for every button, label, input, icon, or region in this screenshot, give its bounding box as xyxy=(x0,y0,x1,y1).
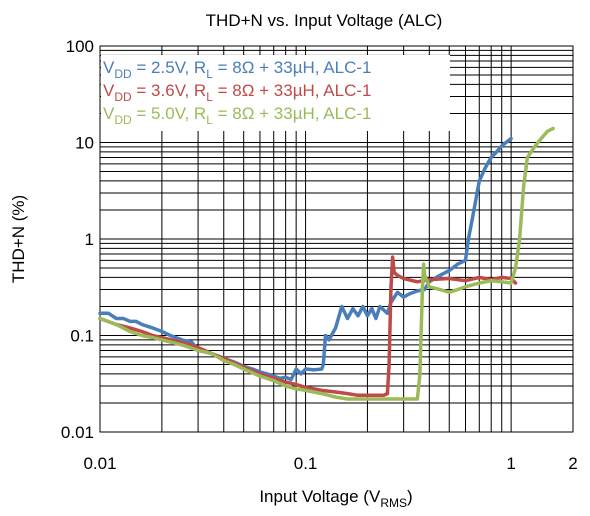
legend-entry: VDD = 5.0V, RL = 8Ω + 33µH, ALC-1 xyxy=(103,104,371,127)
x-tick-labels: 0.01 0.1 1 2 xyxy=(83,454,577,473)
series-line-1 xyxy=(98,136,513,382)
y-tick-labels: 0.01 0.1 1 10 100 xyxy=(61,37,94,442)
y-tick-label: 0.01 xyxy=(61,423,94,442)
x-tick-label: 2 xyxy=(568,454,577,473)
legend-entry: VDD = 2.5V, RL = 8Ω + 33µH, ALC-1 xyxy=(103,58,371,81)
y-axis-title: THD+N (%) xyxy=(9,195,28,283)
plot-frame xyxy=(99,45,574,433)
y-tick-label: 10 xyxy=(75,134,94,153)
chart-title: THD+N vs. Input Voltage (ALC) xyxy=(206,11,443,30)
legend-background xyxy=(101,55,450,131)
x-tick-label: 0.1 xyxy=(294,454,318,473)
x-tick-label: 1 xyxy=(506,454,515,473)
y-tick-label: 1 xyxy=(85,230,94,249)
x-tick-label: 0.01 xyxy=(83,454,116,473)
y-tick-label: 0.1 xyxy=(70,327,94,346)
series-layer xyxy=(98,126,555,401)
series-line-2 xyxy=(98,255,518,398)
x-axis-title: Input Voltage (VRMS) xyxy=(259,487,412,510)
series-line-3 xyxy=(98,126,555,401)
legend-entry: VDD = 3.6V, RL = 8Ω + 33µH, ALC-1 xyxy=(103,81,371,104)
y-tick-label: 100 xyxy=(66,37,94,56)
